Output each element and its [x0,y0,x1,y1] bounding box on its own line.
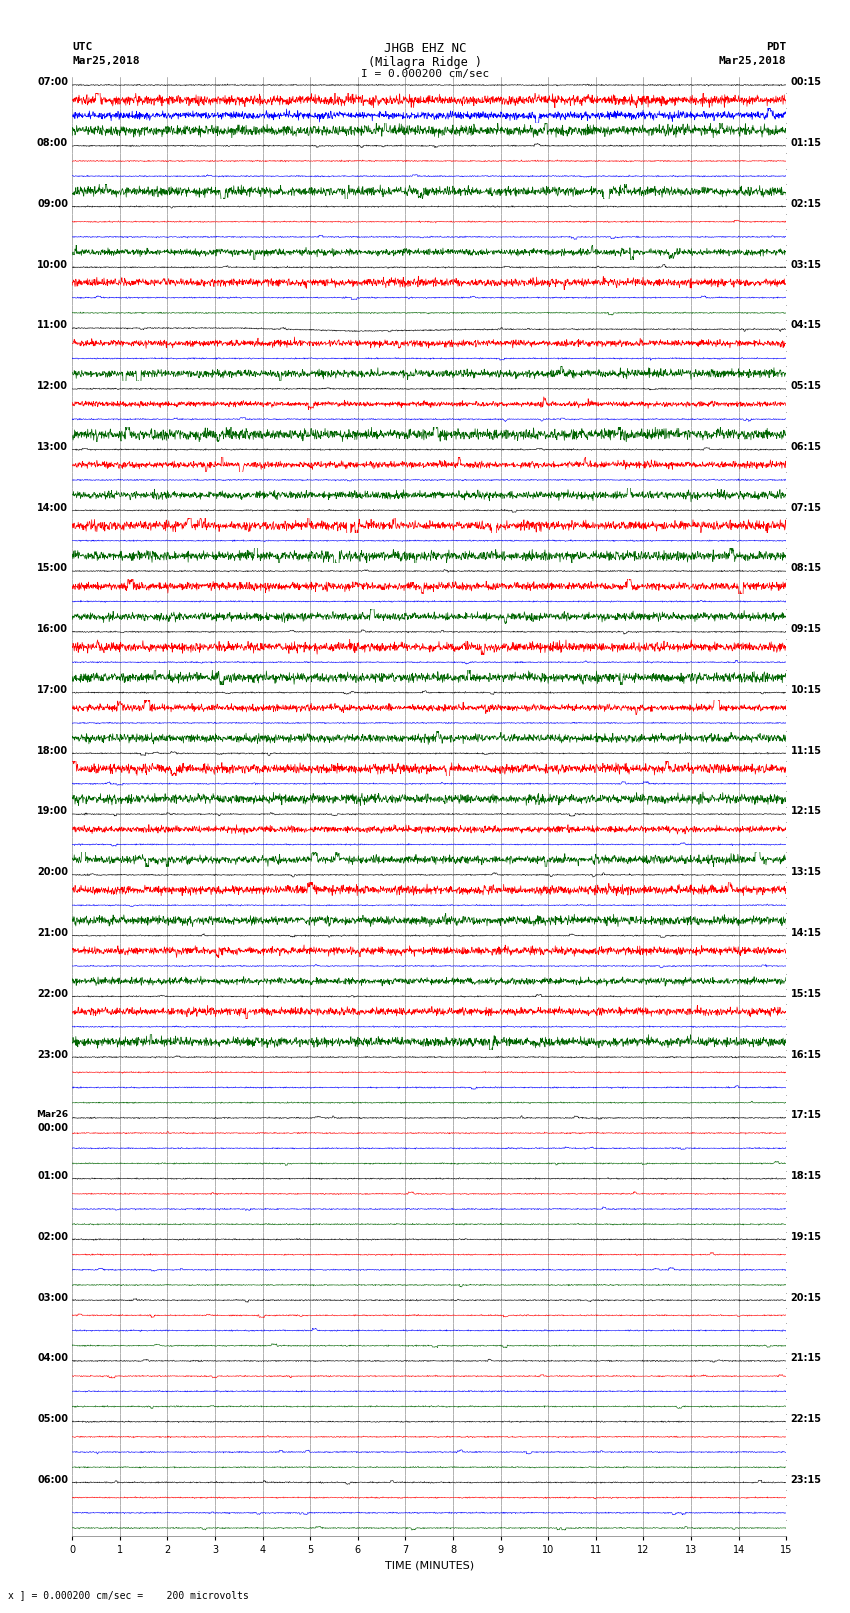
Text: 01:15: 01:15 [790,139,821,148]
X-axis label: TIME (MINUTES): TIME (MINUTES) [385,1560,473,1569]
Text: 10:15: 10:15 [790,686,821,695]
Text: 19:00: 19:00 [37,806,68,816]
Text: 16:15: 16:15 [790,1050,821,1060]
Text: I = 0.000200 cm/sec: I = 0.000200 cm/sec [361,69,489,79]
Text: 14:15: 14:15 [790,927,821,939]
Text: 16:00: 16:00 [37,624,68,634]
Text: 01:00: 01:00 [37,1171,68,1181]
Text: 12:00: 12:00 [37,381,68,392]
Text: UTC: UTC [72,42,93,52]
Text: 20:15: 20:15 [790,1292,821,1303]
Text: 09:00: 09:00 [37,198,68,210]
Text: 23:00: 23:00 [37,1050,68,1060]
Text: 05:00: 05:00 [37,1415,68,1424]
Text: Mar25,2018: Mar25,2018 [72,56,139,66]
Text: 22:15: 22:15 [790,1415,821,1424]
Text: 18:15: 18:15 [790,1171,822,1181]
Text: 03:15: 03:15 [790,260,821,269]
Text: 10:00: 10:00 [37,260,68,269]
Text: 05:15: 05:15 [790,381,821,392]
Text: 20:00: 20:00 [37,868,68,877]
Text: 13:15: 13:15 [790,868,821,877]
Text: 08:15: 08:15 [790,563,822,574]
Text: 04:00: 04:00 [37,1353,68,1363]
Text: 12:15: 12:15 [790,806,821,816]
Text: 06:00: 06:00 [37,1474,68,1486]
Text: 14:00: 14:00 [37,503,68,513]
Text: 00:00: 00:00 [37,1123,68,1134]
Text: x ] = 0.000200 cm/sec =    200 microvolts: x ] = 0.000200 cm/sec = 200 microvolts [8,1590,249,1600]
Text: 21:15: 21:15 [790,1353,821,1363]
Text: 11:00: 11:00 [37,321,68,331]
Text: 02:00: 02:00 [37,1232,68,1242]
Text: PDT: PDT [766,42,786,52]
Text: 11:15: 11:15 [790,745,821,756]
Text: 22:00: 22:00 [37,989,68,998]
Text: 02:15: 02:15 [790,198,821,210]
Text: 15:15: 15:15 [790,989,821,998]
Text: 17:00: 17:00 [37,686,68,695]
Text: JHGB EHZ NC: JHGB EHZ NC [383,42,467,55]
Text: 19:15: 19:15 [790,1232,821,1242]
Text: 13:00: 13:00 [37,442,68,452]
Text: 07:00: 07:00 [37,77,68,87]
Text: 17:15: 17:15 [790,1110,821,1121]
Text: 21:00: 21:00 [37,927,68,939]
Text: Mar26: Mar26 [36,1110,68,1119]
Text: 04:15: 04:15 [790,321,821,331]
Text: 00:15: 00:15 [790,77,821,87]
Text: 06:15: 06:15 [790,442,821,452]
Text: 09:15: 09:15 [790,624,821,634]
Text: 07:15: 07:15 [790,503,821,513]
Text: (Milagra Ridge ): (Milagra Ridge ) [368,56,482,69]
Text: 08:00: 08:00 [37,139,68,148]
Text: 15:00: 15:00 [37,563,68,574]
Text: 03:00: 03:00 [37,1292,68,1303]
Text: Mar25,2018: Mar25,2018 [719,56,786,66]
Text: 18:00: 18:00 [37,745,68,756]
Text: 23:15: 23:15 [790,1474,821,1486]
